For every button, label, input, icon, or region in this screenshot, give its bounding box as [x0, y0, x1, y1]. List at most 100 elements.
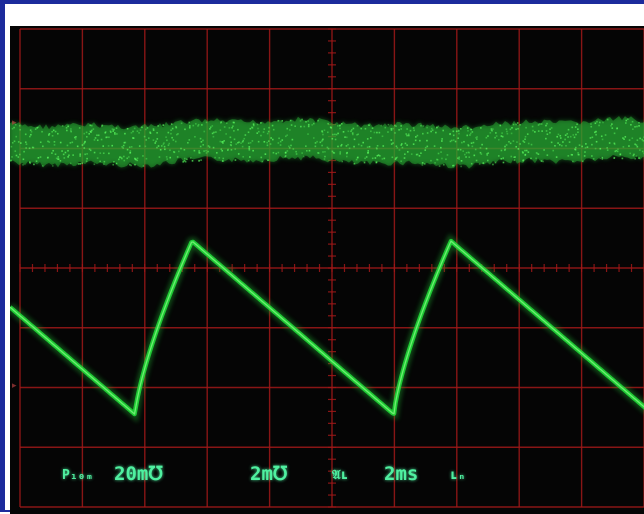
noise-speck: [145, 129, 147, 131]
noise-speck: [614, 151, 616, 153]
noise-speck: [264, 141, 266, 143]
noise-speck: [10, 160, 12, 162]
noise-speck: [184, 149, 186, 151]
noise-speck: [451, 140, 453, 142]
noise-speck: [42, 165, 44, 167]
noise-speck: [94, 152, 96, 154]
noise-speck: [458, 130, 460, 132]
noise-speck: [495, 132, 497, 134]
noise-speck: [498, 155, 500, 157]
noise-speck: [503, 162, 505, 164]
noise-speck: [507, 133, 509, 135]
noise-speck: [554, 145, 556, 147]
noise-speck: [546, 123, 548, 125]
noise-speck: [467, 127, 469, 129]
noise-speck: [99, 161, 101, 163]
noise-speck: [303, 126, 305, 128]
noise-speck: [401, 143, 403, 145]
noise-speck: [83, 133, 85, 135]
noise-speck: [294, 125, 296, 127]
noise-speck: [515, 128, 517, 130]
noise-speck: [343, 131, 345, 133]
noise-speck: [192, 160, 194, 162]
noise-speck: [538, 153, 540, 155]
noise-speck: [113, 161, 115, 163]
noise-speck: [213, 147, 215, 149]
noise-speck: [187, 142, 189, 144]
noise-speck: [96, 134, 98, 136]
noise-speck: [460, 166, 462, 168]
noise-speck: [156, 138, 158, 140]
noise-speck: [229, 127, 231, 129]
noise-speck: [29, 147, 31, 149]
noise-speck: [184, 158, 186, 160]
noise-speck: [14, 140, 16, 142]
noise-speck: [70, 163, 72, 165]
noise-speck: [423, 125, 425, 127]
noise-speck: [353, 146, 355, 148]
noise-speck: [124, 142, 126, 144]
noise-speck: [137, 157, 139, 159]
noise-speck: [445, 158, 447, 160]
noise-speck: [272, 139, 274, 141]
noise-speck: [165, 136, 167, 138]
noise-speck: [513, 124, 515, 126]
noise-speck: [94, 163, 96, 165]
noise-speck: [57, 158, 59, 160]
noise-speck: [487, 135, 489, 137]
noise-speck: [417, 135, 419, 137]
noise-speck: [452, 165, 454, 167]
noise-speck: [86, 132, 88, 134]
noise-speck: [479, 163, 481, 165]
noise-speck: [486, 148, 488, 150]
noise-speck: [381, 125, 383, 127]
noise-speck: [438, 153, 440, 155]
noise-speck: [285, 135, 287, 137]
noise-speck: [476, 160, 478, 162]
noise-speck: [306, 150, 308, 152]
noise-speck: [368, 124, 370, 126]
noise-speck: [629, 153, 631, 155]
noise-speck: [337, 125, 339, 127]
noise-speck: [189, 127, 191, 129]
noise-speck: [339, 151, 341, 153]
noise-speck: [567, 155, 569, 157]
noise-speck: [242, 156, 244, 158]
noise-speck: [396, 146, 398, 148]
noise-speck: [278, 152, 280, 154]
noise-speck: [221, 148, 223, 150]
noise-speck: [480, 147, 482, 149]
noise-speck: [590, 126, 592, 128]
noise-speck: [514, 159, 516, 161]
noise-speck: [57, 133, 59, 135]
noise-speck: [144, 136, 146, 138]
noise-speck: [499, 125, 501, 127]
noise-speck: [200, 159, 202, 161]
noise-speck: [450, 141, 452, 143]
noise-speck: [619, 154, 621, 156]
noise-speck: [366, 156, 368, 158]
noise-speck: [637, 146, 639, 148]
noise-speck: [86, 153, 88, 155]
noise-speck: [364, 158, 366, 160]
noise-speck: [253, 123, 255, 125]
noise-speck: [320, 142, 322, 144]
noise-speck: [248, 131, 250, 133]
noise-speck: [277, 120, 279, 122]
noise-speck: [218, 157, 220, 159]
noise-speck: [70, 142, 72, 144]
noise-speck: [268, 131, 270, 133]
noise-speck: [579, 144, 581, 146]
noise-speck: [475, 137, 477, 139]
noise-speck: [332, 138, 334, 140]
noise-speck: [67, 145, 69, 147]
noise-speck: [465, 156, 467, 158]
noise-speck: [158, 145, 160, 147]
noise-speck: [242, 146, 244, 148]
noise-speck: [324, 129, 326, 131]
noise-speck: [577, 152, 579, 154]
noise-speck: [458, 158, 460, 160]
noise-speck: [278, 137, 280, 139]
noise-speck: [62, 125, 64, 127]
noise-speck: [221, 150, 223, 152]
